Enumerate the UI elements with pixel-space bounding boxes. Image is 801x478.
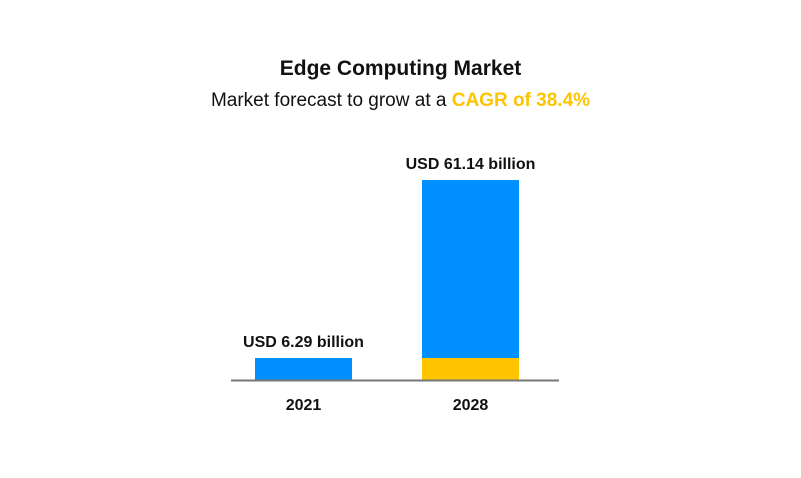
- bar-2021: [255, 358, 352, 380]
- chart-subtitle: Market forecast to grow at a CAGR of 38.…: [0, 90, 801, 112]
- x-tick-label-2028: 2028: [453, 397, 489, 414]
- x-tick-label-2021: 2021: [286, 397, 322, 414]
- data-label-2028: USD 61.14 billion: [406, 156, 536, 173]
- chart-title: Edge Computing Market: [279, 57, 522, 80]
- data-label-2021: USD 6.29 billion: [243, 334, 364, 351]
- subtitle-text: Market forecast to grow at a: [210, 90, 452, 111]
- cagr-highlight: CAGR of 38.4%: [451, 90, 591, 111]
- bar-2028: [422, 180, 519, 380]
- bar-base-segment-2028: [422, 358, 519, 380]
